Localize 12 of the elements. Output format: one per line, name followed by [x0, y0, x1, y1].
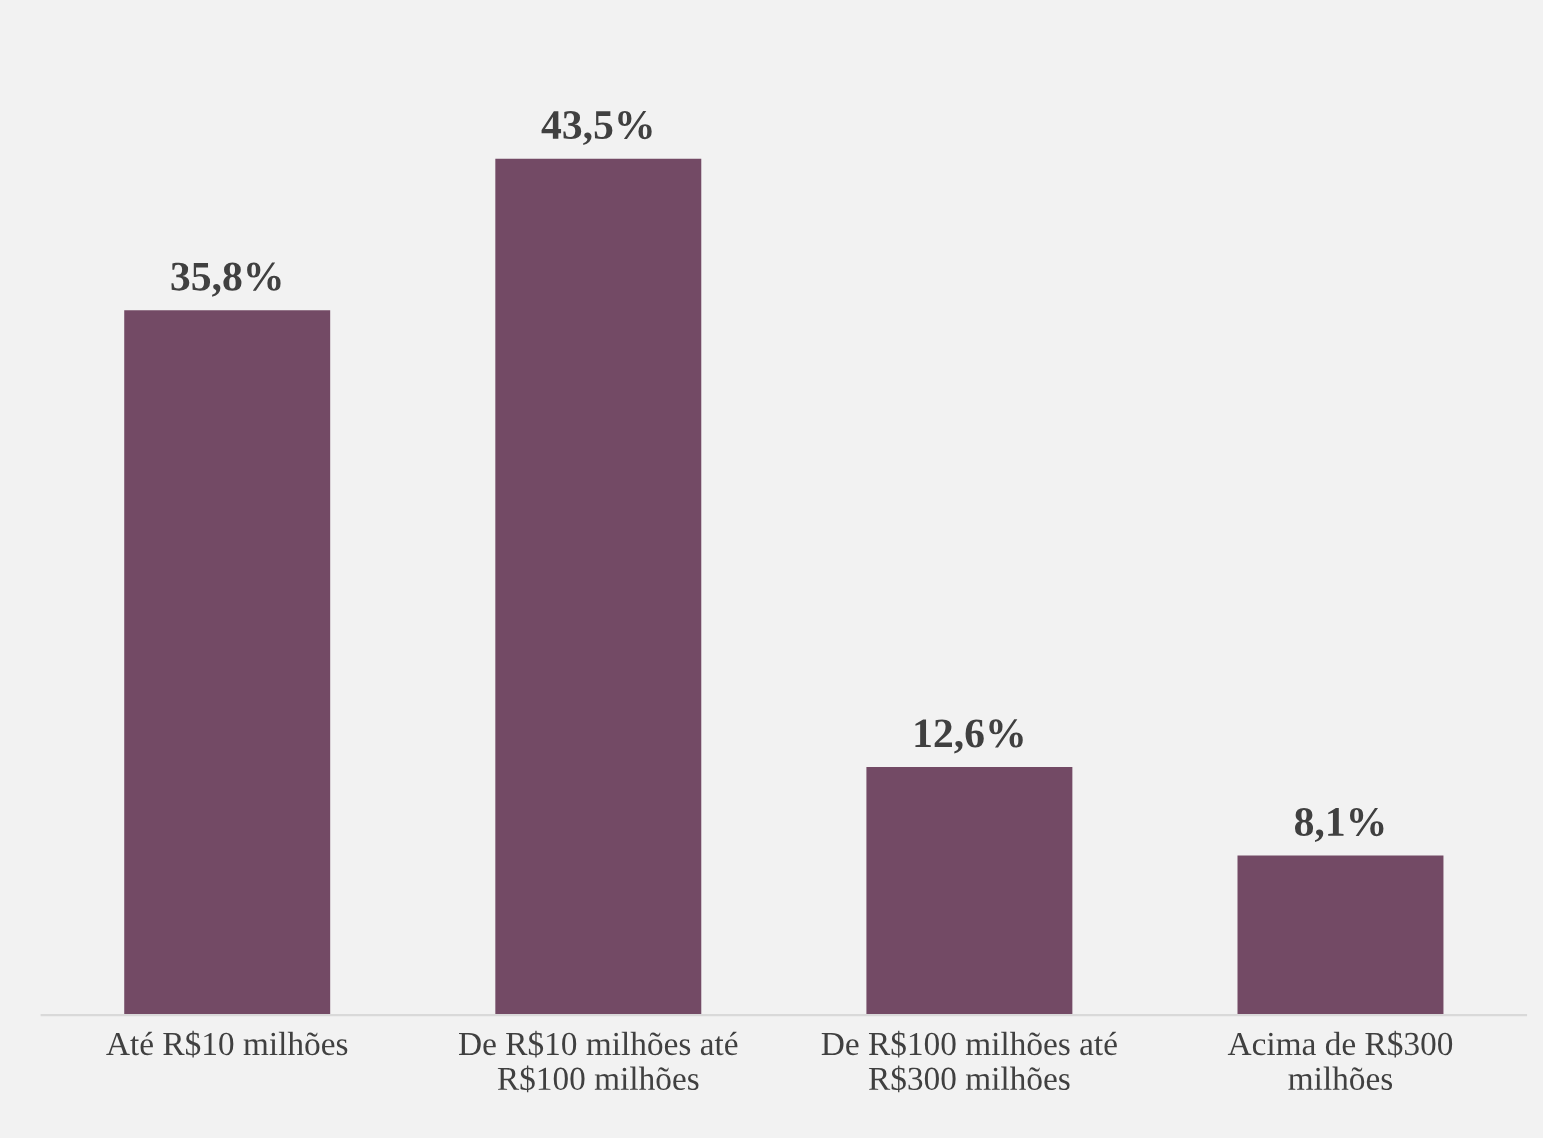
x-tick-label: De R$100 milhões até R$300 milhões — [821, 1030, 1117, 1093]
data-label: 8,1% — [1294, 807, 1384, 843]
x-tick-label: Até R$10 milhões — [106, 1030, 348, 1058]
data-label: 12,6% — [915, 719, 1023, 754]
bar — [495, 158, 702, 1016]
data-label: 35,8% — [171, 262, 281, 297]
x-tick-label: De R$10 milhões até R$100 milhões — [459, 1030, 738, 1093]
data-label: 43,5% — [541, 110, 652, 146]
x-tick-label: Acima de R$300 milhões — [1227, 1030, 1453, 1091]
bar — [866, 767, 1073, 1016]
bar — [124, 310, 331, 1016]
bar — [1237, 855, 1444, 1016]
